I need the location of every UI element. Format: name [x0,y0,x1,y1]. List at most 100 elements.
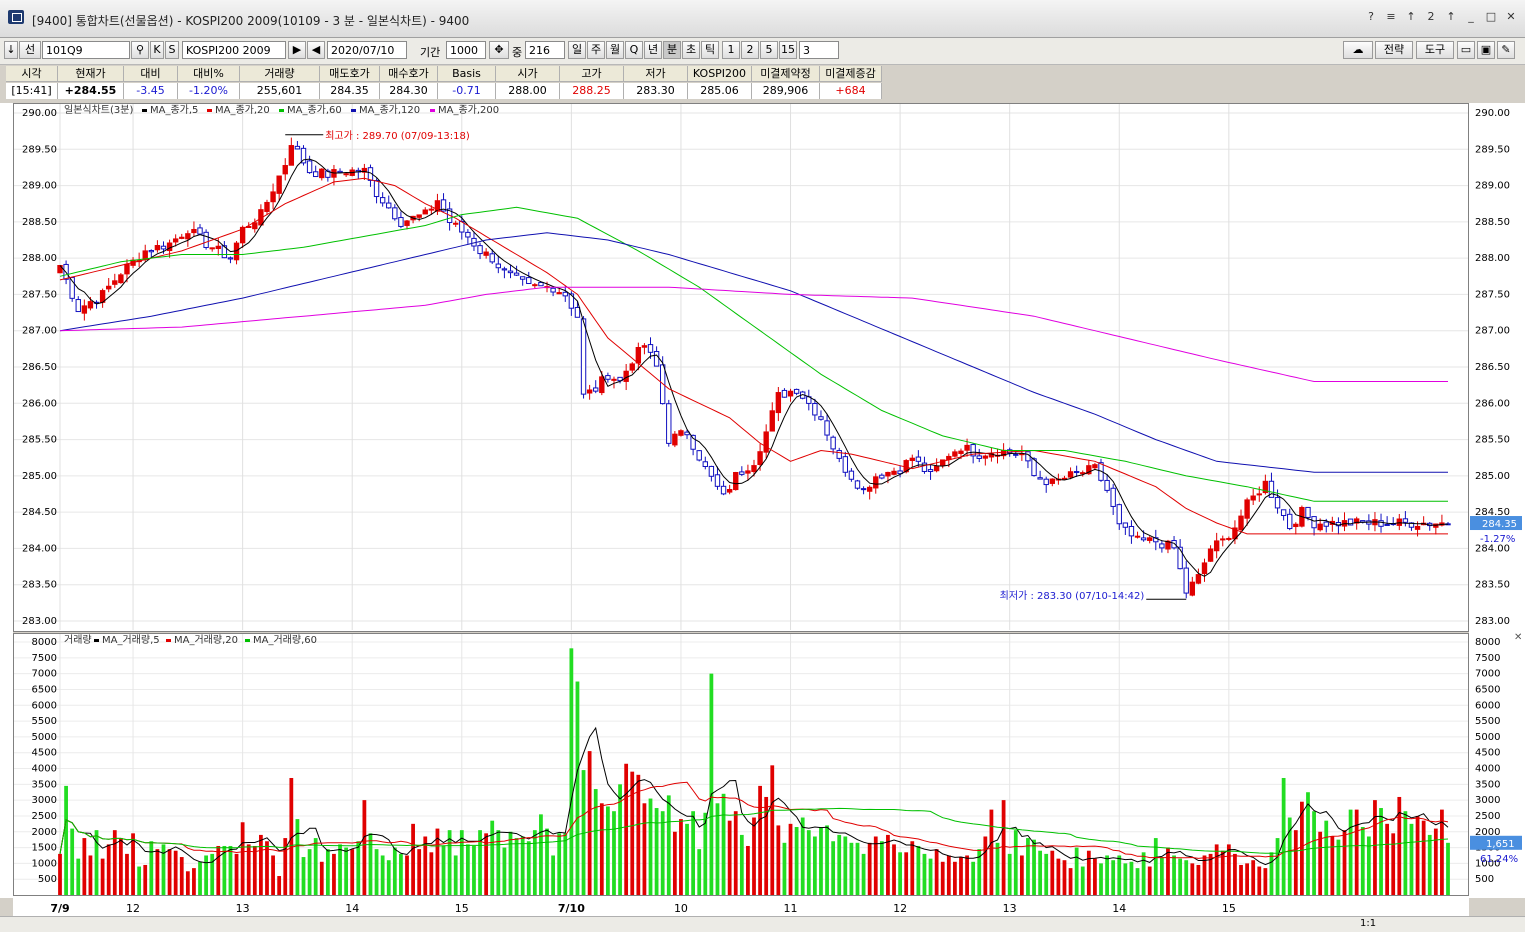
interval-day[interactable]: 일 [568,41,586,59]
price-legend-item: MA_종가,60 [287,104,342,116]
quote-value: 284.30 [380,83,438,99]
price-right-tick: 285.00 [1475,471,1510,482]
help-icon[interactable]: ? [1368,10,1374,23]
interval-2[interactable]: 2 [741,41,759,59]
pin-icon[interactable]: ↑ [1406,10,1416,23]
search-icon[interactable]: ⚲ [131,41,149,59]
tools-button[interactable]: 도구 [1416,41,1454,59]
volume-right-tick: 7500 [1475,653,1500,664]
volume-bar [1397,796,1402,895]
volume-bar [709,673,714,895]
wrench-icon[interactable]: ✎ [1497,41,1515,59]
interval-select[interactable]: 3 [799,41,839,59]
x-tick-label: 15 [455,902,469,915]
candle-body [726,488,733,493]
cloud-icon[interactable]: ☁ [1343,41,1373,59]
volume-left-tick: 4500 [32,748,57,759]
close-button[interactable]: ✕ [1506,10,1516,23]
candle-body [879,474,885,479]
volume-bar [1007,853,1012,895]
date-input[interactable]: 2020/07/10 [327,41,407,59]
minimize-button[interactable]: _ [1468,10,1474,23]
interval-second[interactable]: 초 [682,41,700,59]
candle-body [1201,562,1208,575]
candle-body [1080,472,1086,475]
candle-body [763,431,769,453]
top-icon[interactable]: ↑ [1446,10,1456,23]
candle-body [1305,506,1311,518]
candle-body [160,245,167,250]
layout-icon[interactable]: 2 [1427,10,1435,23]
candle-body [1226,537,1232,540]
candle-body [927,469,934,472]
volume-bar [1446,842,1450,895]
strategy-button[interactable]: 전략 [1375,41,1413,59]
volume-bar [660,811,665,895]
interval-year[interactable]: 년 [644,41,662,59]
interval-minute[interactable]: 분 [663,41,681,59]
price-legend-swatch [142,109,147,112]
candle-body [696,450,702,461]
play-forward-icon[interactable]: ▶ [288,41,306,59]
code-input[interactable]: 101Q9 [42,41,130,59]
volume-bar [612,811,616,895]
volume-legend-item: MA_거래량,5 [102,634,160,646]
interval-5[interactable]: 5 [760,41,778,59]
volume-bar [892,844,896,895]
candle-body [1317,523,1323,531]
volume-bar [453,855,458,895]
volume-ma-line [59,807,1449,854]
volume-bar [703,812,708,895]
volume-left-tick: 6500 [32,684,57,695]
volume-bar [831,841,836,895]
quote-value: +684 [820,83,882,99]
interval-quarter[interactable]: Q [625,41,643,59]
volume-bar [788,823,793,895]
volume-bar [825,825,829,895]
interval-tick[interactable]: 틱 [701,41,719,59]
volume-legend-item: MA_거래량,20 [174,634,238,646]
candle-body [568,293,575,309]
interval-15[interactable]: 15 [779,41,797,59]
price-right-tick: 287.50 [1475,289,1510,300]
menu-icon[interactable]: ≡ [1386,10,1396,23]
quote-value: -0.71 [438,83,496,99]
maximize-button[interactable]: □ [1485,10,1497,23]
volume-bar [64,785,68,895]
period-input[interactable]: 1000 [446,41,486,59]
folder-icon[interactable]: ▭ [1457,41,1475,59]
save-icon[interactable]: ▣ [1477,41,1495,59]
volume-bar [1080,866,1085,895]
volume-bar [405,855,409,895]
volume-bar [672,831,677,895]
volume-bar [1360,827,1365,895]
interval-week[interactable]: 주 [587,41,605,59]
k-button[interactable]: K [150,41,164,59]
volume-bar [989,809,994,895]
interval-1[interactable]: 1 [722,41,740,59]
type-select[interactable]: 선 [19,41,41,59]
candle-body [921,462,928,472]
price-right-tick: 289.50 [1475,144,1510,155]
sort-down-button[interactable]: ↓ [4,41,18,59]
volume-bar [1214,844,1219,895]
candle-body [1110,487,1116,507]
candle-body [416,214,422,218]
zoom-icon[interactable]: ✥ [489,41,509,59]
volume-bar [338,844,342,895]
volume-left-tick: 500 [38,874,57,885]
volume-bar [1062,860,1067,895]
play-back-icon[interactable]: ◀ [307,41,325,59]
ma-line [59,206,1448,502]
volume-right-tick: 8000 [1475,637,1500,648]
volume-right-tick: 6500 [1475,684,1500,695]
interval-month[interactable]: 월 [606,41,624,59]
count-input[interactable]: 216 [525,41,565,59]
volume-bar [965,855,969,895]
volume-bar [417,849,422,895]
candle-body [769,410,775,432]
candle-body [1122,522,1129,528]
volume-right-tick: 2500 [1475,811,1500,822]
close-icon[interactable]: ✕ [1514,632,1522,643]
s-button[interactable]: S [165,41,179,59]
